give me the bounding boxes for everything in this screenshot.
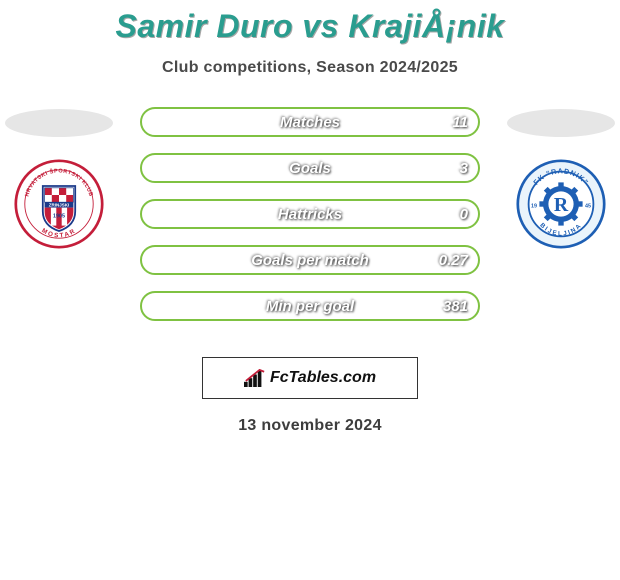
svg-text:R: R: [554, 194, 569, 216]
stat-value: 3: [460, 160, 468, 177]
stat-row: Matches 11: [140, 107, 480, 137]
brand-text: FcTables.com: [270, 369, 376, 387]
page-title: Samir Duro vs KrajiÅ¡nik: [0, 0, 620, 45]
stat-bar: Goals 3: [140, 153, 480, 183]
svg-text:ZRINJSKI: ZRINJSKI: [49, 203, 70, 208]
stat-bar: Goals per match 0.27: [140, 245, 480, 275]
svg-text:19: 19: [531, 204, 537, 210]
date-text: 13 november 2024: [0, 417, 620, 435]
stat-label: Goals: [289, 160, 331, 177]
stat-value: 0: [460, 206, 468, 223]
svg-text:1905: 1905: [53, 214, 65, 220]
stat-label: Matches: [280, 114, 340, 131]
right-club-badge: FK "RADNIK" BIJELJINA 19 45: [516, 159, 606, 249]
svg-text:45: 45: [585, 204, 591, 210]
stat-row: Hattricks 0: [140, 199, 480, 229]
stat-label: Goals per match: [251, 252, 369, 269]
subtitle: Club competitions, Season 2024/2025: [0, 59, 620, 77]
stat-row: Goals 3: [140, 153, 480, 183]
left-club-badge: HRVATSKI ŠPORTSKI KLUB MOSTAR ZRINJSKI 1…: [14, 159, 104, 249]
stat-value: 0.27: [439, 252, 468, 269]
brand-box[interactable]: FcTables.com: [202, 357, 418, 399]
stat-bar: Min per goal 381: [140, 291, 480, 321]
stat-row: Min per goal 381: [140, 291, 480, 321]
stat-value: 381: [443, 298, 468, 315]
comparison-stage: HRVATSKI ŠPORTSKI KLUB MOSTAR ZRINJSKI 1…: [0, 107, 620, 347]
stat-label: Hattricks: [278, 206, 342, 223]
left-shadow-ellipse: [5, 109, 113, 137]
stat-label: Min per goal: [266, 298, 354, 315]
fctables-logo-icon: [244, 369, 266, 387]
stat-bar: Hattricks 0: [140, 199, 480, 229]
stat-bars: Matches 11 Goals 3 Hattricks 0 Goals per…: [140, 107, 480, 337]
right-shadow-ellipse: [507, 109, 615, 137]
stat-bar: Matches 11: [140, 107, 480, 137]
stat-row: Goals per match 0.27: [140, 245, 480, 275]
stat-value: 11: [452, 114, 468, 131]
